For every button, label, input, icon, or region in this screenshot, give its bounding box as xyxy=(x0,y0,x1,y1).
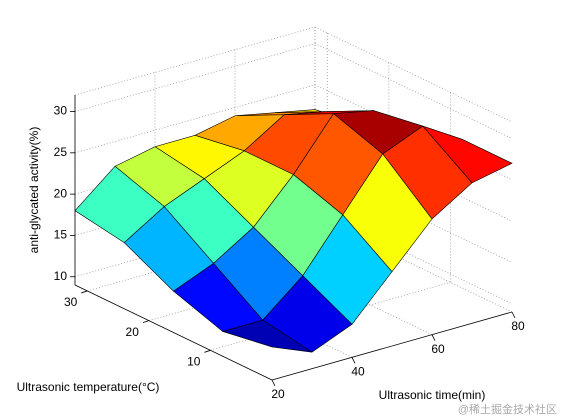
z-tick-label: 10 xyxy=(54,269,68,283)
y-tick xyxy=(142,320,150,324)
grid-line xyxy=(314,84,513,181)
x-axis xyxy=(271,311,513,381)
x-tick xyxy=(431,334,436,341)
x-tick-label: 60 xyxy=(431,342,445,356)
x-tick xyxy=(511,311,516,319)
x-axis-label: Ultrasonic time(min) xyxy=(379,388,486,402)
x-tick-label: 20 xyxy=(271,387,285,401)
y-axis-label: Ultrasonic temperature(°C) xyxy=(17,380,160,394)
y-tick-label: 30 xyxy=(64,295,78,309)
z-tick-label: 15 xyxy=(54,228,68,242)
z-tick-label: 20 xyxy=(54,186,68,200)
watermark: @稀土掘金技术社区 xyxy=(458,402,557,416)
box-edge xyxy=(74,26,316,96)
grid-line xyxy=(210,281,451,351)
grid-line xyxy=(314,216,513,313)
z-axis-label: anti-glycated activity(%) xyxy=(27,127,41,254)
grid-line xyxy=(74,84,316,154)
z-tick-label: 30 xyxy=(54,104,68,118)
y-tick-label: 20 xyxy=(126,325,140,339)
y-tick xyxy=(204,349,211,353)
x-tick xyxy=(271,379,276,387)
z-tick-label: 25 xyxy=(54,145,68,159)
x-tick-label: 80 xyxy=(511,319,525,333)
x-tick xyxy=(351,357,356,364)
y-tick xyxy=(81,290,88,294)
surface-patch xyxy=(221,319,313,353)
y-tick-label: 10 xyxy=(187,354,201,368)
x-tick-label: 40 xyxy=(351,365,365,379)
box-edge xyxy=(314,26,513,123)
grid-line xyxy=(314,43,513,139)
grid-line xyxy=(74,43,316,112)
y-axis xyxy=(74,284,273,381)
grid-line xyxy=(234,239,433,336)
